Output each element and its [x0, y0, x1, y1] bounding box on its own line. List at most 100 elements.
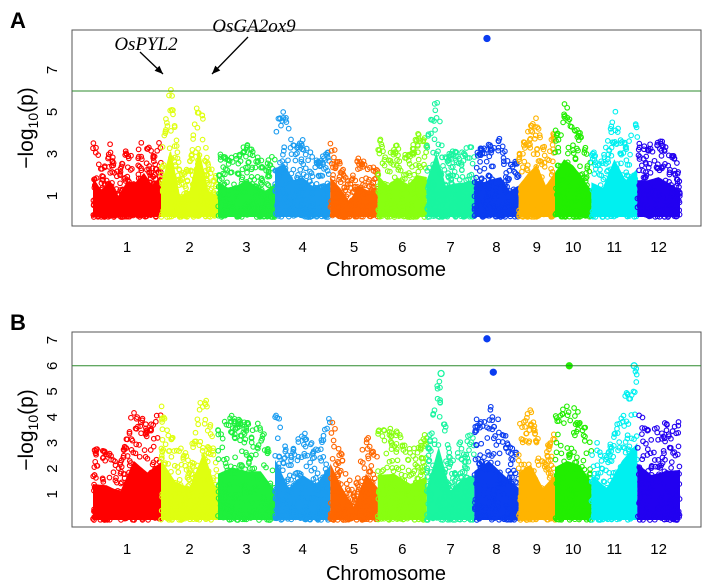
snp-point-chr2: [170, 183, 176, 190]
snp-point-chr8: [478, 182, 485, 188]
snp-point-chr1: [144, 181, 151, 188]
snp-point-chr1: [121, 176, 127, 182]
snp-point-chr1: [113, 173, 120, 180]
y-tick-label: 5: [44, 108, 61, 116]
snp-point-chr11: [633, 379, 640, 385]
snp-point-chr5: [328, 147, 335, 154]
snp-point-chr9: [536, 132, 543, 138]
snp-point-chr7: [431, 101, 438, 107]
snp-point-chr1: [135, 162, 142, 169]
data-points: [90, 335, 683, 523]
snp-point-chr7: [441, 193, 448, 199]
snp-point-chr8: [495, 416, 501, 423]
snp-point-chr1: [128, 414, 134, 421]
snp-point-chr7: [452, 213, 459, 219]
snp-point-chr9: [530, 151, 537, 157]
snp-point-chr9: [533, 173, 540, 180]
snp-point-chr9: [527, 141, 533, 148]
snp-point-chr7: [448, 164, 455, 171]
snp-point-chr5: [359, 176, 365, 183]
panel-label: B: [10, 310, 26, 335]
snp-point-chr9: [521, 158, 528, 165]
snp-point-chr2: [160, 209, 167, 215]
snp-point-chr10: [574, 454, 580, 461]
snp-point-chr7: [437, 118, 443, 125]
snp-point-chr1: [131, 410, 137, 416]
snp-point-chr4: [285, 157, 291, 164]
snp-point-chr1: [110, 160, 117, 166]
snp-point-chr10: [565, 144, 572, 151]
snp-point-chr6: [409, 145, 416, 152]
snp-point-chr6: [406, 170, 412, 176]
snp-point-chr11: [628, 132, 634, 139]
snp-point-chr6: [387, 157, 394, 164]
snp-point-chr4: [283, 115, 289, 121]
snp-point-chr8: [474, 197, 481, 204]
snp-point-chr6: [375, 207, 382, 213]
snp-point-chr1: [129, 182, 136, 189]
snp-point-chr3: [244, 169, 250, 176]
snp-point-chr2: [196, 168, 202, 175]
snp-point-chr9: [524, 213, 530, 220]
snp-point-chr6: [383, 205, 390, 211]
snp-point-chr6: [381, 157, 388, 163]
snp-point-chr7: [431, 118, 437, 124]
snp-point-chr1: [144, 166, 150, 173]
snp-point-chr8: [495, 144, 502, 151]
snp-point-chr2: [171, 143, 178, 149]
snp-point-chr9: [521, 139, 528, 146]
snp-point-chr9: [549, 169, 556, 175]
snp-point-chr1: [147, 447, 154, 453]
snp-point-chr3: [235, 185, 242, 191]
snp-point-chr6: [377, 200, 383, 207]
x-tick-label: 11: [607, 239, 623, 256]
snp-point-chr6: [387, 168, 393, 175]
snp-point-chr9: [537, 134, 543, 141]
snp-point-chr3: [259, 205, 266, 212]
snp-point-chr6: [400, 182, 407, 188]
snp-point-chr8: [491, 204, 497, 210]
snp-point-chr5: [371, 176, 378, 183]
snp-point-chr7: [464, 155, 471, 161]
snp-point-chr1: [144, 146, 151, 152]
snp-point-chr7: [435, 148, 441, 155]
snp-point-chr6: [388, 160, 394, 166]
panel-label: A: [10, 8, 26, 33]
snp-point-chr2: [168, 128, 174, 134]
snp-point-chr5: [338, 211, 345, 217]
snp-point-chr1: [133, 441, 140, 448]
snp-point-chr10: [580, 457, 587, 464]
snp-point-chr7: [436, 189, 443, 196]
snp-point-chr5: [342, 214, 348, 220]
snp-point-chr6: [415, 156, 422, 163]
snp-point-chr8: [473, 164, 480, 171]
snp-point-chr2: [166, 92, 172, 99]
snp-point-chr3: [223, 455, 230, 462]
snp-point-chr6: [402, 155, 408, 161]
snp-point-chr1: [90, 201, 97, 208]
snp-point-chr5: [328, 202, 335, 208]
snp-point-chr6: [387, 425, 394, 432]
snp-point-chr3: [253, 214, 260, 220]
snp-point-chr1: [93, 201, 100, 208]
snp-point-chr1: [93, 175, 100, 181]
x-tick-label: 1: [123, 239, 131, 256]
snp-point-chr4: [317, 172, 324, 179]
snp-point-chr5: [359, 206, 365, 213]
snp-point-chr3: [244, 142, 251, 148]
snp-point-chr6: [382, 154, 388, 161]
snp-point-chr1: [139, 183, 146, 190]
snp-point-chr1: [153, 166, 160, 172]
snp-point-chr6: [395, 146, 402, 152]
snp-point-chr5: [331, 147, 338, 153]
snp-point-chr2: [175, 195, 182, 202]
snp-point-chr5: [366, 176, 372, 183]
snp-point-chr4: [302, 213, 308, 220]
snp-point-chr2: [176, 476, 183, 483]
snp-point-chr9: [517, 185, 524, 192]
snp-point-chr7: [440, 163, 446, 169]
snp-point-chr7: [463, 177, 470, 184]
snp-point-chr6: [421, 154, 428, 160]
snp-point-chr11: [591, 470, 598, 477]
